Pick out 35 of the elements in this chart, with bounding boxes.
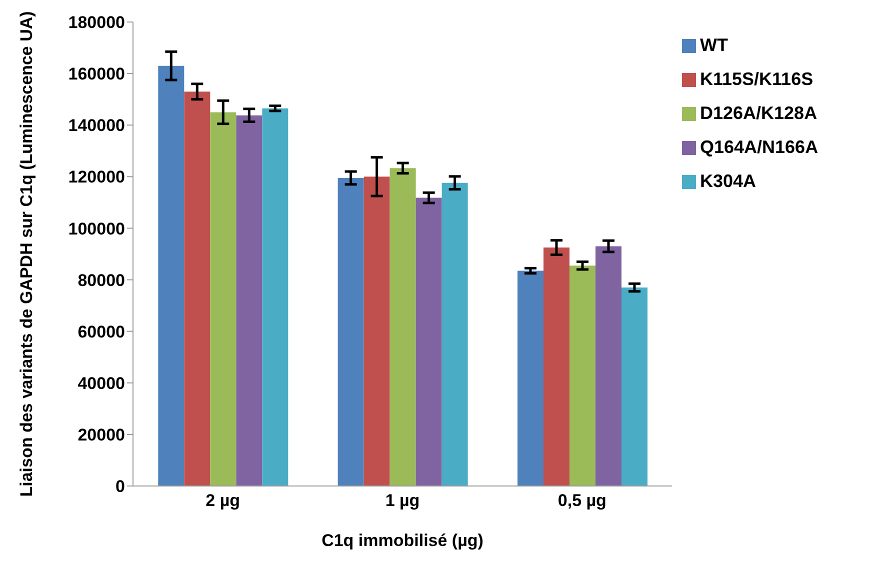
y-tick-label: 0 <box>116 477 125 496</box>
y-tick-label: 120000 <box>68 168 125 187</box>
bar <box>236 115 262 486</box>
y-tick-label: 100000 <box>68 219 125 238</box>
y-tick-label: 180000 <box>68 13 125 32</box>
bar <box>595 246 622 486</box>
legend-label: K115S/K116S <box>700 69 814 89</box>
y-tick-label: 60000 <box>78 322 125 342</box>
bar <box>416 198 442 486</box>
y-tick-label: 80000 <box>78 270 125 290</box>
legend-label: Q164A/N166A <box>700 137 818 157</box>
legend-label: D126A/K128A <box>700 103 818 123</box>
bar <box>158 66 184 486</box>
x-tick-label: 1 µg <box>385 491 420 510</box>
y-tick-label: 20000 <box>78 425 125 444</box>
bar <box>338 178 364 486</box>
y-tick-label: 160000 <box>68 64 125 84</box>
bar <box>210 112 236 486</box>
legend-label: WT <box>700 35 728 55</box>
bar <box>621 288 648 486</box>
bar <box>364 176 390 486</box>
bar <box>517 270 544 486</box>
bar <box>442 182 468 486</box>
bar <box>569 266 596 486</box>
bar <box>184 92 210 486</box>
bar <box>543 248 570 486</box>
y-tick-label: 140000 <box>68 116 125 136</box>
legend-label: K304A <box>700 171 756 191</box>
bar <box>262 108 288 486</box>
x-tick-label: 0,5 µg <box>558 491 606 510</box>
x-tick-label: 2 µg <box>206 491 240 510</box>
y-axis-title: Liaison des variants de GAPDH sur C1q (Luminescence UA) <box>17 11 36 497</box>
x-axis-title: C1q immobilisé (µg) <box>322 531 484 550</box>
y-tick-label: 40000 <box>78 374 125 393</box>
bar <box>390 168 416 486</box>
